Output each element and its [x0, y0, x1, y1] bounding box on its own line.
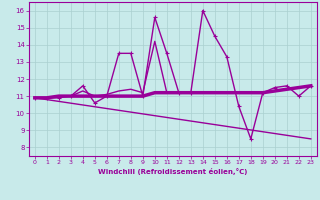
X-axis label: Windchill (Refroidissement éolien,°C): Windchill (Refroidissement éolien,°C) [98, 168, 247, 175]
